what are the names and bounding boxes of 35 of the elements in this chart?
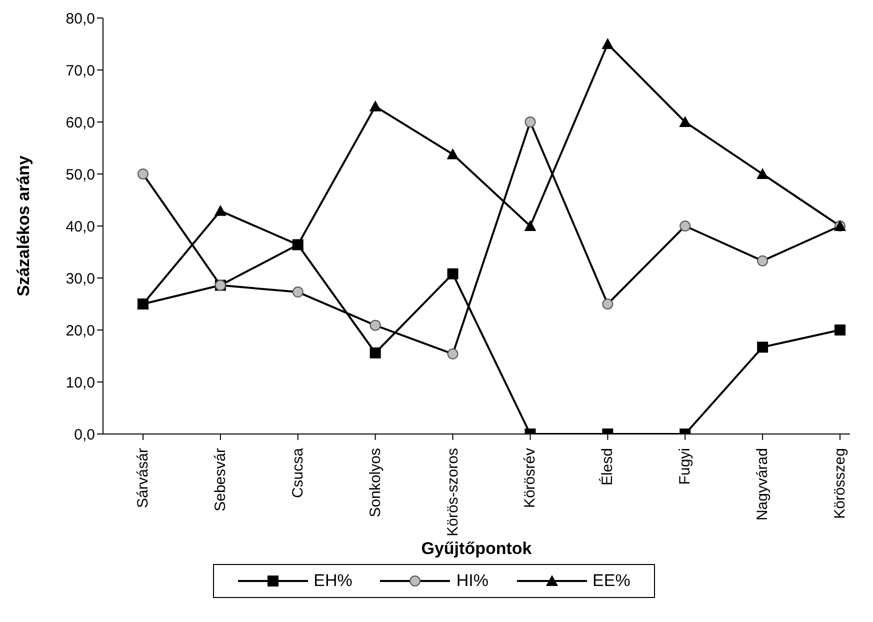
- point: [602, 38, 614, 49]
- x-axis-title: Gyűjtőpontok: [421, 539, 532, 558]
- x-tick-label: Fugyi: [676, 448, 694, 485]
- point: [679, 116, 692, 127]
- y-tick-label: 0,0: [74, 426, 95, 444]
- point: [369, 100, 382, 112]
- x-tick-label: Nagyvárad: [754, 448, 772, 521]
- x-tick-label: Csucsa: [289, 447, 306, 498]
- point: [524, 220, 536, 231]
- legend-label: EH%: [314, 571, 352, 591]
- y-tick-label: 70,0: [66, 62, 95, 80]
- y-tick-label: 80,0: [66, 10, 95, 28]
- x-tick-label: Körös-szoros: [444, 448, 462, 536]
- x-tick-label: Élesd: [598, 448, 616, 486]
- y-tick-label: 10,0: [66, 374, 95, 392]
- point: [214, 204, 226, 216]
- x-tick-label: Körösszeg: [832, 448, 848, 519]
- x-tick-label: Sárvásár: [134, 448, 152, 508]
- y-tick-label: 50,0: [66, 166, 95, 184]
- legend-label: EE%: [592, 571, 630, 591]
- y-tick-label: 60,0: [66, 114, 95, 132]
- point: [834, 324, 846, 336]
- point: [447, 268, 458, 280]
- y-tick-label: 40,0: [66, 218, 95, 236]
- y-tick-label: 30,0: [66, 270, 95, 288]
- point: [370, 347, 381, 358]
- x-tick-label: Sonkolyos: [366, 448, 384, 518]
- point: [756, 168, 769, 179]
- x-tick-label: Sebesvár: [212, 448, 229, 512]
- x-tick-label: Körösrév: [522, 448, 539, 508]
- point: [757, 342, 768, 353]
- y-tick-label: 20,0: [66, 322, 95, 340]
- y-axis-title: Százalékos arány: [14, 155, 34, 296]
- legend-label: HI%: [456, 571, 489, 591]
- point: [446, 148, 459, 160]
